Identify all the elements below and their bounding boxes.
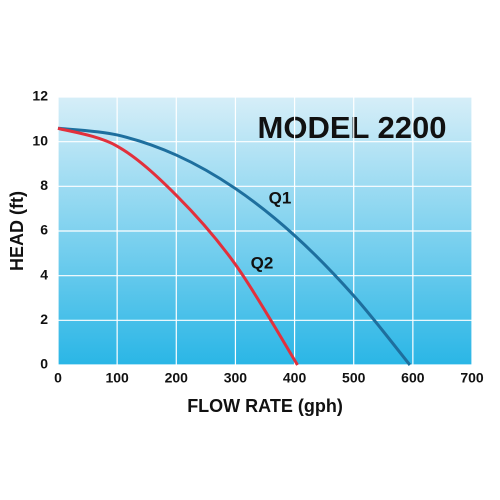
y-axis-label: HEAD (ft): [7, 191, 27, 271]
y-tick-label: 10: [32, 132, 48, 148]
x-tick-label: 0: [54, 370, 62, 386]
y-tick-label: 12: [32, 88, 48, 104]
line: [57, 126, 299, 366]
chart-title: MODEL 2200: [258, 110, 447, 145]
y-tick-label: 0: [40, 356, 48, 372]
x-tick-label: 200: [165, 370, 189, 386]
x-tick-label: 500: [342, 370, 366, 386]
x-tick-label: 600: [401, 370, 425, 386]
x-axis-label: FLOW RATE (gph): [187, 396, 343, 416]
y-tick-label: 6: [40, 222, 48, 238]
x-tick-label: 300: [224, 370, 248, 386]
x-tick-label: 100: [105, 370, 129, 386]
series-label: Q1: [269, 188, 292, 207]
x-tick-label: 700: [460, 370, 484, 386]
series-label: Q2: [251, 253, 274, 272]
line: [57, 126, 412, 366]
y-tick-label: 4: [40, 266, 48, 282]
x-tick-label: 400: [283, 370, 307, 386]
y-tick-label: 2: [40, 311, 48, 327]
y-tick-label: 8: [40, 177, 48, 193]
